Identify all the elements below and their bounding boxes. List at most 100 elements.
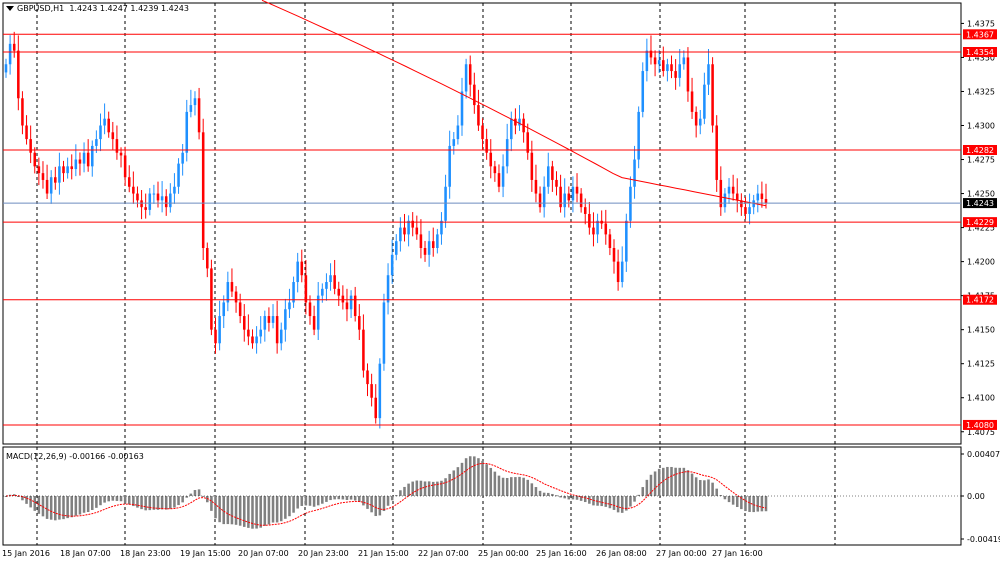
macd-bar [666, 466, 669, 496]
macd-bar [136, 496, 139, 508]
macd-bar [674, 467, 677, 496]
candle [427, 241, 431, 255]
candle [727, 186, 731, 194]
macd-bar [341, 496, 345, 500]
macd-bar [74, 496, 78, 516]
level-label-bg [963, 145, 997, 155]
x-tick-label: 25 Jan 16:00 [536, 549, 587, 558]
level-label: 1.4354 [966, 48, 994, 57]
x-tick-label: 26 Jan 08:00 [596, 549, 647, 558]
candle [247, 329, 250, 337]
candle [374, 397, 378, 419]
candle [682, 57, 686, 65]
macd-bar [37, 496, 41, 514]
dropdown-triangle-icon[interactable] [6, 6, 14, 11]
macd-bar [653, 471, 657, 496]
candle [226, 282, 230, 303]
candle [251, 336, 254, 344]
x-tick-label: 20 Jan 23:00 [298, 549, 349, 558]
candle [592, 227, 595, 235]
candle [99, 125, 102, 140]
macd-bar [489, 467, 493, 496]
level-label: 1.4229 [966, 218, 994, 227]
candle [440, 220, 443, 235]
candle [292, 282, 295, 303]
macd-bar [612, 496, 616, 510]
macd-bar [45, 496, 49, 519]
candle [156, 193, 160, 201]
macd-bar [575, 496, 579, 500]
candle [625, 220, 628, 262]
candle [723, 193, 727, 208]
candle [148, 193, 152, 210]
candle [419, 234, 423, 248]
macd-bar [49, 496, 53, 520]
macd-bar [542, 492, 546, 496]
macd-bar [563, 496, 566, 499]
candle [49, 177, 53, 194]
macd-bar [744, 496, 747, 512]
candle [456, 125, 460, 140]
macd-bar [238, 496, 242, 526]
candle [201, 132, 205, 248]
y-tick-label: 1.4275 [967, 156, 995, 165]
macd-bar [703, 480, 706, 496]
macd-bar [514, 477, 517, 496]
candle [415, 227, 419, 235]
macd-bar [210, 496, 213, 511]
candle [25, 125, 28, 140]
candle [325, 282, 328, 289]
macd-bar [378, 496, 382, 516]
macd-bar [382, 496, 386, 512]
candle [90, 145, 94, 167]
macd-bar [715, 488, 718, 496]
y-tick-label: 1.4250 [967, 190, 995, 199]
candle [259, 329, 262, 337]
macd-bar [4, 496, 8, 497]
macd-bar [690, 473, 694, 496]
y-tick-label: 1.4225 [967, 224, 995, 233]
candle [284, 309, 287, 330]
macd-tick-label: 0.00407 [967, 450, 1000, 459]
macd-bar [588, 496, 591, 504]
candle [756, 193, 760, 201]
candle [349, 295, 353, 310]
candle [477, 105, 480, 126]
macd-bar [86, 496, 90, 513]
macd-bar [226, 496, 230, 525]
candle [210, 268, 213, 330]
candle [238, 302, 242, 317]
macd-bar [394, 495, 398, 497]
macd-label: MACD(12,26,9) -0.00166 -0.00163 [6, 452, 144, 461]
macd-bar [193, 490, 197, 496]
candle [596, 220, 599, 235]
candle [694, 111, 698, 126]
candle [760, 193, 764, 199]
macd-bar [181, 496, 184, 503]
level-label: 1.4080 [966, 421, 994, 430]
macd-bar [41, 496, 45, 517]
candle [748, 207, 751, 214]
macd-bar [259, 496, 262, 528]
macd-bar [522, 477, 525, 496]
y-tick-label: 1.4150 [967, 326, 995, 335]
macd-bar [510, 477, 513, 496]
macd-bar [329, 496, 332, 501]
candle [37, 166, 41, 174]
candle [140, 200, 143, 208]
macd-bar [731, 496, 735, 505]
candle [604, 223, 608, 235]
macd-tick-label: -0.00419 [967, 535, 1000, 544]
x-tick-label: 20 Jan 07:00 [238, 549, 289, 558]
macd-bar [727, 496, 731, 503]
candle [744, 207, 747, 214]
macd-bar [637, 494, 640, 496]
macd-bar [440, 480, 443, 496]
macd-bar [185, 496, 189, 498]
macd-bar [189, 493, 193, 496]
macd-bar [698, 480, 702, 496]
candle [66, 166, 69, 174]
candle [538, 193, 542, 208]
macd-bar [95, 496, 98, 508]
macd-bar [735, 496, 739, 508]
